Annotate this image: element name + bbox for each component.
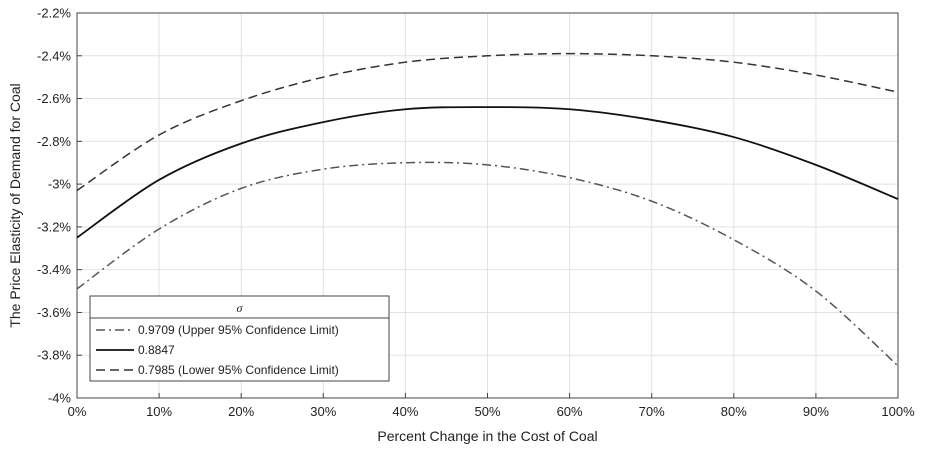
- x-tick-label: 60%: [557, 404, 583, 419]
- x-tick-label: 10%: [146, 404, 172, 419]
- series-line-3: [76, 52, 899, 192]
- x-tick-label: 0%: [68, 404, 87, 419]
- y-tick-label: -3%: [48, 177, 72, 192]
- y-tick-label: -3.6%: [37, 305, 71, 320]
- y-tick-label: -2.4%: [37, 48, 71, 63]
- x-tick-label: 40%: [392, 404, 418, 419]
- x-axis-title: Percent Change in the Cost of Coal: [377, 428, 597, 444]
- series-layer: [76, 52, 899, 367]
- x-tick-label: 50%: [474, 404, 500, 419]
- y-tick-label: -4%: [48, 391, 72, 406]
- legend: σ 0.9709 (Upper 95% Confidence Limit) 0.8…: [89, 295, 390, 382]
- series-line-2: [76, 106, 899, 239]
- x-tick-label: 80%: [721, 404, 747, 419]
- x-axis-ticks: 0% 10% 20% 30% 40% 50% 60% 70% 80% 90% 100%: [68, 393, 915, 419]
- series-line-1: [76, 161, 899, 367]
- y-tick-label: -2.6%: [37, 91, 71, 106]
- y-tick-label: -3.8%: [37, 348, 71, 363]
- legend-box: [89, 295, 390, 382]
- y-tick-label: -3.4%: [37, 262, 71, 277]
- x-tick-label: 30%: [310, 404, 336, 419]
- legend-label-1: 0.9709 (Upper 95% Confidence Limit): [138, 323, 339, 337]
- y-tick-label: -2.2%: [37, 6, 71, 21]
- y-tick-label: -3.2%: [37, 219, 71, 234]
- y-axis-title: The Price Elasticity of Demand for Coal: [7, 83, 23, 327]
- x-tick-label: 90%: [803, 404, 829, 419]
- legend-label-2: 0.8847: [138, 343, 175, 357]
- legend-items: 0.9709 (Upper 95% Confidence Limit) 0.884…: [96, 323, 339, 377]
- y-tick-label: -2.8%: [37, 134, 71, 149]
- x-tick-label: 70%: [639, 404, 665, 419]
- legend-label-3: 0.7985 (Lower 95% Confidence Limit): [138, 363, 339, 377]
- x-tick-label: 20%: [228, 404, 254, 419]
- x-tick-label: 100%: [881, 404, 915, 419]
- y-axis-ticks: -2.2% -2.4% -2.6% -2.8% -3% -3.2% -3.4% -3.6% -3…: [37, 6, 82, 406]
- legend-title: σ: [237, 301, 244, 315]
